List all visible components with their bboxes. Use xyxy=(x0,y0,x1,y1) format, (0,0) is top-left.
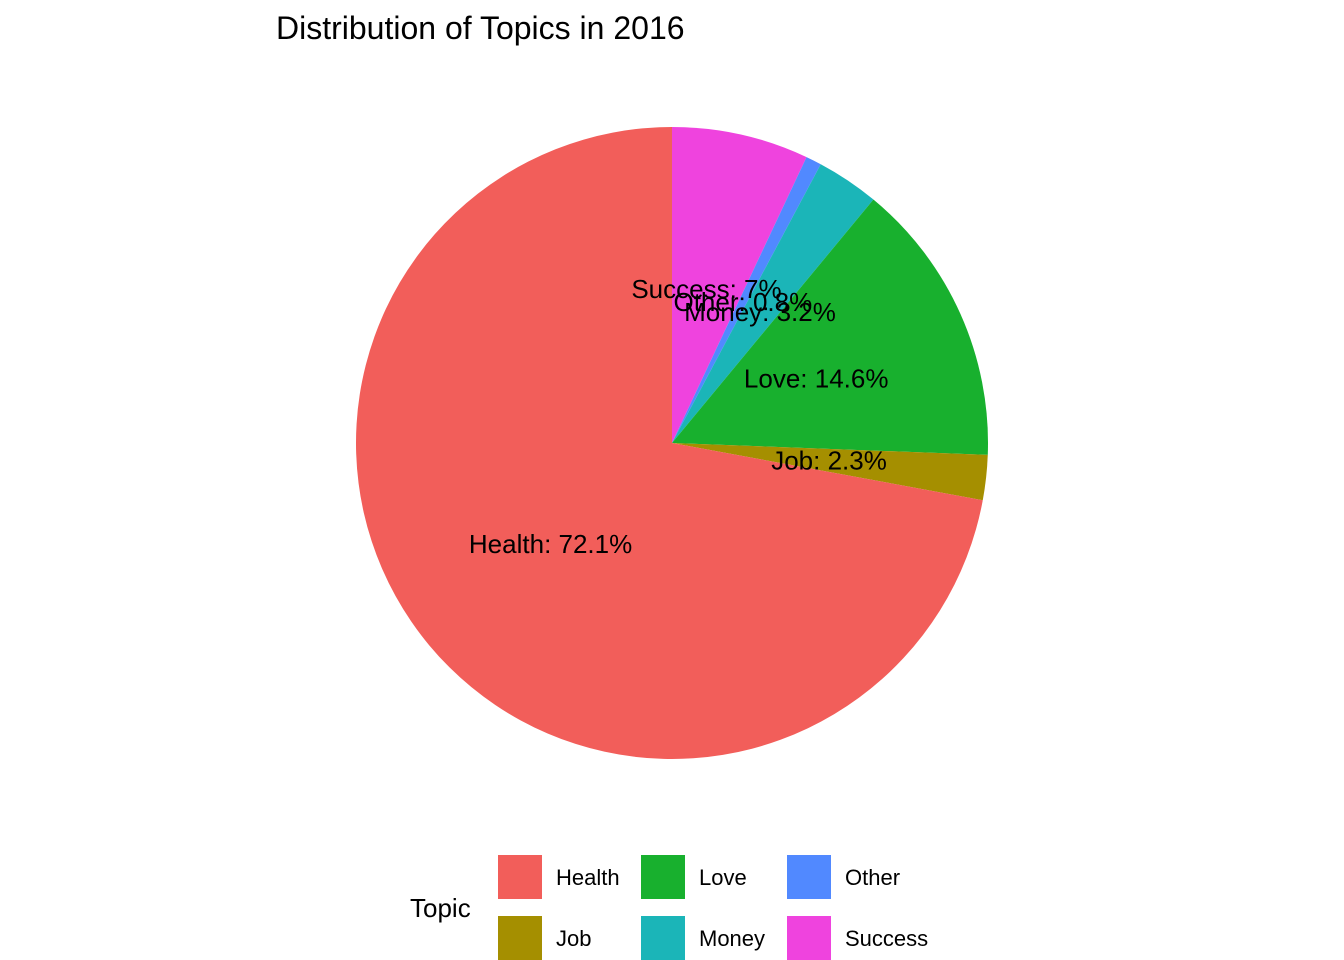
pie-slice-success xyxy=(672,127,807,443)
legend-swatch-job xyxy=(498,916,542,960)
legend-swatch-other xyxy=(787,855,831,899)
pie-slice-love xyxy=(672,199,988,455)
legend-label-success: Success xyxy=(845,926,929,951)
legend-swatch-health xyxy=(498,855,542,899)
pie-slices xyxy=(356,127,988,760)
pie-label-other: Other: 0.8% xyxy=(673,287,812,317)
legend-swatch-love xyxy=(641,855,685,899)
pie-label-love: Love: 14.6% xyxy=(744,363,889,393)
legend-swatch-success xyxy=(787,916,831,960)
legend-label-health: Health xyxy=(556,865,620,890)
legend-swatch-money xyxy=(641,916,685,960)
pie-slice-job xyxy=(672,443,988,501)
pie-slice-money xyxy=(672,164,874,443)
pie-labels: Success: 7%Other: 0.8%Money: 3.2% Love: 1… xyxy=(469,274,889,559)
legend-label-job: Job xyxy=(556,926,592,951)
pie-slice-other xyxy=(672,157,821,443)
pie-label-health: Health: 72.1% xyxy=(469,529,632,559)
pie-label-job: Job: 2.3% xyxy=(771,445,887,475)
chart-title: Distribution of Topics in 2016 xyxy=(276,10,685,46)
pie-slice-health xyxy=(356,127,983,760)
pie-label-money: Money: 3.2% xyxy=(684,297,836,327)
pie-label-success: Success: 7% xyxy=(631,274,781,304)
legend-label-money: Money xyxy=(699,926,766,951)
legend-label-love: Love xyxy=(699,865,747,890)
legend-label-other: Other xyxy=(845,865,901,890)
